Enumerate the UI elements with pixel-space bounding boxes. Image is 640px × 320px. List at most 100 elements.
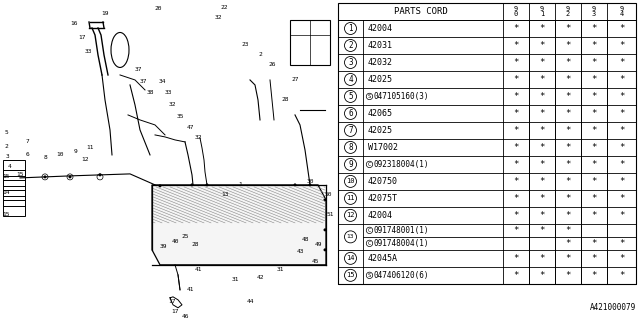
Text: 27: 27 (291, 77, 299, 83)
Text: *: * (619, 194, 624, 203)
Text: *: * (619, 58, 624, 67)
Text: 1: 1 (238, 182, 242, 188)
Text: *: * (513, 226, 518, 235)
Text: 42031: 42031 (368, 41, 393, 50)
Text: 42045A: 42045A (368, 254, 398, 263)
Text: 14: 14 (3, 190, 10, 196)
Text: *: * (540, 160, 545, 169)
Text: 49: 49 (314, 242, 322, 247)
Text: S: S (368, 273, 371, 278)
Circle shape (323, 198, 326, 201)
Text: 091748004(1): 091748004(1) (374, 239, 429, 248)
Text: 091748001(1): 091748001(1) (374, 226, 429, 235)
Circle shape (68, 175, 72, 178)
Text: *: * (513, 211, 518, 220)
Text: *: * (513, 160, 518, 169)
Text: 37: 37 (134, 68, 141, 72)
Text: *: * (540, 92, 545, 101)
Text: 17: 17 (78, 36, 86, 40)
Text: *: * (565, 194, 571, 203)
Text: 13: 13 (221, 192, 228, 197)
Text: 38: 38 (147, 91, 154, 95)
Text: 6: 6 (348, 109, 353, 118)
Text: *: * (513, 24, 518, 33)
Text: 12: 12 (81, 157, 89, 163)
Bar (3, 200, 25, 216)
Text: *: * (619, 126, 624, 135)
Text: *: * (619, 160, 624, 169)
Text: 8: 8 (43, 156, 47, 160)
Text: *: * (591, 177, 596, 186)
Text: 32: 32 (214, 15, 221, 20)
Text: 32: 32 (195, 135, 202, 140)
Text: *: * (513, 126, 518, 135)
Text: *: * (619, 211, 624, 220)
Text: *: * (619, 24, 624, 33)
Text: *: * (591, 143, 596, 152)
Text: *: * (540, 41, 545, 50)
Circle shape (308, 183, 312, 186)
Text: *: * (513, 271, 518, 280)
Text: 48: 48 (301, 237, 308, 242)
Text: *: * (619, 177, 624, 186)
Text: *: * (565, 92, 571, 101)
Circle shape (205, 183, 209, 186)
Text: 11: 11 (86, 145, 93, 150)
Text: *: * (591, 109, 596, 118)
Text: 1: 1 (348, 24, 353, 33)
Circle shape (191, 183, 193, 186)
Text: 15: 15 (346, 272, 355, 278)
Text: *: * (540, 24, 545, 33)
Text: A421000079: A421000079 (589, 303, 636, 312)
Text: *: * (540, 177, 545, 186)
Text: *: * (619, 143, 624, 152)
Text: *: * (591, 24, 596, 33)
Bar (3, 160, 25, 176)
Text: *: * (513, 41, 518, 50)
Text: 35: 35 (176, 115, 184, 119)
Text: 45: 45 (311, 259, 319, 264)
Text: 23: 23 (241, 43, 249, 47)
Text: *: * (513, 194, 518, 203)
Text: PARTS CORD: PARTS CORD (394, 7, 447, 16)
Text: 42004: 42004 (368, 211, 393, 220)
Text: 8: 8 (348, 143, 353, 152)
Text: 4: 4 (8, 164, 12, 169)
Text: *: * (565, 160, 571, 169)
Text: *: * (591, 271, 596, 280)
Text: 42032: 42032 (368, 58, 393, 67)
Text: 420750: 420750 (368, 177, 398, 186)
Text: *: * (565, 177, 571, 186)
Text: 10: 10 (56, 152, 64, 157)
Text: 46: 46 (181, 314, 189, 319)
Text: *: * (540, 211, 545, 220)
Text: *: * (619, 41, 624, 50)
Polygon shape (152, 185, 326, 265)
Text: *: * (513, 92, 518, 101)
Text: 40: 40 (172, 239, 179, 244)
Text: *: * (513, 177, 518, 186)
Text: *: * (565, 24, 571, 33)
Text: 15: 15 (16, 172, 24, 177)
Text: 16: 16 (70, 21, 77, 27)
Text: 15: 15 (3, 174, 10, 180)
Text: *: * (513, 75, 518, 84)
Text: 4: 4 (348, 75, 353, 84)
Text: *: * (591, 92, 596, 101)
Text: 41: 41 (195, 267, 202, 272)
Text: 12: 12 (346, 212, 355, 218)
Text: 42004: 42004 (368, 24, 393, 33)
Text: 20: 20 (154, 6, 162, 12)
Text: 5: 5 (348, 92, 353, 101)
Bar (3, 170, 25, 186)
Text: 5: 5 (4, 131, 8, 135)
Text: *: * (513, 254, 518, 263)
Text: *: * (619, 92, 624, 101)
Text: 2: 2 (258, 52, 262, 58)
Text: *: * (591, 194, 596, 203)
Circle shape (159, 184, 161, 188)
Text: *: * (565, 109, 571, 118)
Text: 42: 42 (256, 275, 264, 280)
Text: *: * (591, 75, 596, 84)
Text: 43: 43 (296, 249, 304, 254)
